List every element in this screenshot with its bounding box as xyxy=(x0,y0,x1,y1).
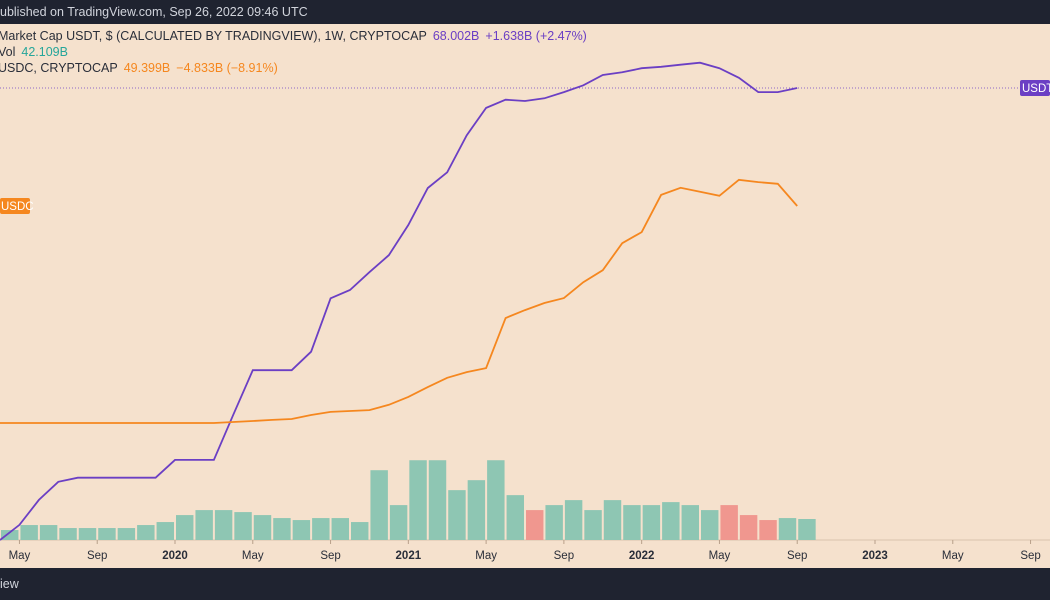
volume-bar xyxy=(526,510,544,540)
price-tag-label: USDT xyxy=(1022,83,1050,95)
bottom-bar: iew xyxy=(0,568,1050,600)
x-tick-label: May xyxy=(9,550,31,562)
legend: Market Cap USDT, $ (CALCULATED BY TRADIN… xyxy=(0,28,593,76)
volume-bar xyxy=(389,505,408,540)
volume-bar xyxy=(778,518,797,540)
volume-bar xyxy=(137,525,155,540)
volume-bar xyxy=(1,530,19,540)
volume-bar xyxy=(409,460,427,540)
price-tag: USDC xyxy=(0,197,34,214)
legend-value: 42.109B xyxy=(21,45,68,59)
volume-bar xyxy=(98,528,116,540)
x-tick-label: Sep xyxy=(320,550,340,562)
volume-bar xyxy=(759,520,777,540)
legend-value: 49.399B xyxy=(123,61,171,75)
volume-bar xyxy=(701,510,719,540)
volume-bar xyxy=(20,525,38,540)
volume-bar xyxy=(117,528,136,540)
x-tick-label: 2022 xyxy=(629,550,655,562)
volume-bar xyxy=(681,505,699,540)
volume-bar xyxy=(351,522,369,540)
x-tick-label: Sep xyxy=(1020,550,1040,562)
x-tick-label: Sep xyxy=(787,550,807,562)
legend-change: −4.833B (−8.91%) xyxy=(176,61,278,75)
legend-name: Vol xyxy=(0,45,16,59)
volume-bar xyxy=(506,495,524,540)
volume-bar xyxy=(662,502,680,540)
volume-bar xyxy=(253,515,272,540)
volume-bar xyxy=(312,518,330,540)
volume-bar xyxy=(467,480,486,540)
x-tick-label: Sep xyxy=(87,550,107,562)
volume-bar xyxy=(545,505,563,540)
footer-text: iew xyxy=(0,577,19,591)
volume-bar xyxy=(798,519,816,540)
volume-bar xyxy=(39,525,58,540)
legend-row: Vol 42.109B xyxy=(0,44,593,60)
legend-row: Market Cap USDT, $ (CALCULATED BY TRADIN… xyxy=(0,28,593,44)
volume-bar xyxy=(370,470,388,540)
volume-bar xyxy=(176,515,194,540)
volume-bar xyxy=(195,510,213,540)
header-text: ublished on TradingView.com, Sep 26, 202… xyxy=(0,5,308,19)
x-tick-label: May xyxy=(475,550,497,562)
price-tag-box xyxy=(1020,80,1050,97)
volume-bar xyxy=(156,522,174,540)
volume-bar xyxy=(739,515,758,540)
top-bar: ublished on TradingView.com, Sep 26, 202… xyxy=(0,0,1050,24)
volume-bar xyxy=(584,510,602,540)
volume-bar xyxy=(448,490,466,540)
volume-bar xyxy=(428,460,447,540)
x-tick-label: 2023 xyxy=(862,550,888,562)
price-tag-box xyxy=(0,197,30,214)
volume-bar xyxy=(214,510,233,540)
volume-bar xyxy=(331,518,349,540)
x-tick-label: 2021 xyxy=(396,550,422,562)
volume-bar xyxy=(273,518,291,540)
x-tick-label: May xyxy=(242,550,264,562)
legend-change: +1.638B (+2.47%) xyxy=(485,29,587,43)
volume-bar xyxy=(642,505,661,540)
volume-bar xyxy=(603,500,622,540)
volume-bar xyxy=(78,528,97,540)
price-tag-label: USDC xyxy=(1,201,34,213)
volume-bar xyxy=(234,512,252,540)
legend-row: USDC, CRYPTOCAP 49.399B −4.833B (−8.91%) xyxy=(0,60,593,76)
x-tick-label: 2020 xyxy=(162,550,188,562)
volume-bar xyxy=(292,520,311,540)
volume-bar xyxy=(59,528,77,540)
volume-bar xyxy=(487,460,505,540)
series-line xyxy=(0,61,798,541)
volume-bar xyxy=(720,505,738,540)
volume-bar xyxy=(564,500,583,540)
legend-value: 68.002B xyxy=(432,29,480,43)
chart: May Sep 2020 May Sep 2021 May Sep 2022 May Sep 2023… xyxy=(0,61,1050,562)
volume-bar xyxy=(623,505,641,540)
price-tag: USDT xyxy=(0,80,1050,97)
series-line xyxy=(0,178,798,424)
x-tick-label: May xyxy=(942,550,964,562)
x-tick-label: May xyxy=(709,550,731,562)
legend-name: Market Cap USDT, $ (CALCULATED BY TRADIN… xyxy=(0,29,427,43)
x-tick-label: Sep xyxy=(554,550,574,562)
legend-name: USDC, CRYPTOCAP xyxy=(0,61,118,75)
